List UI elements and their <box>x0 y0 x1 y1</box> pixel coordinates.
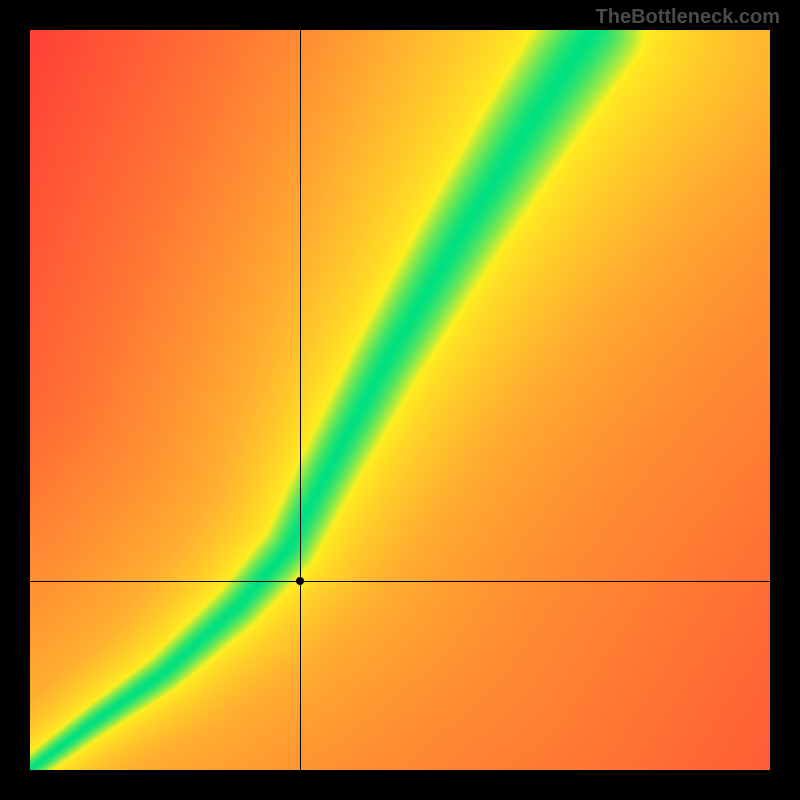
watermark-text: TheBottleneck.com <box>596 6 780 29</box>
crosshair-vertical <box>300 30 301 770</box>
crosshair-horizontal <box>30 581 770 582</box>
heatmap-surface <box>30 30 770 770</box>
performance-marker <box>296 577 304 585</box>
bottleneck-heatmap <box>30 30 770 770</box>
